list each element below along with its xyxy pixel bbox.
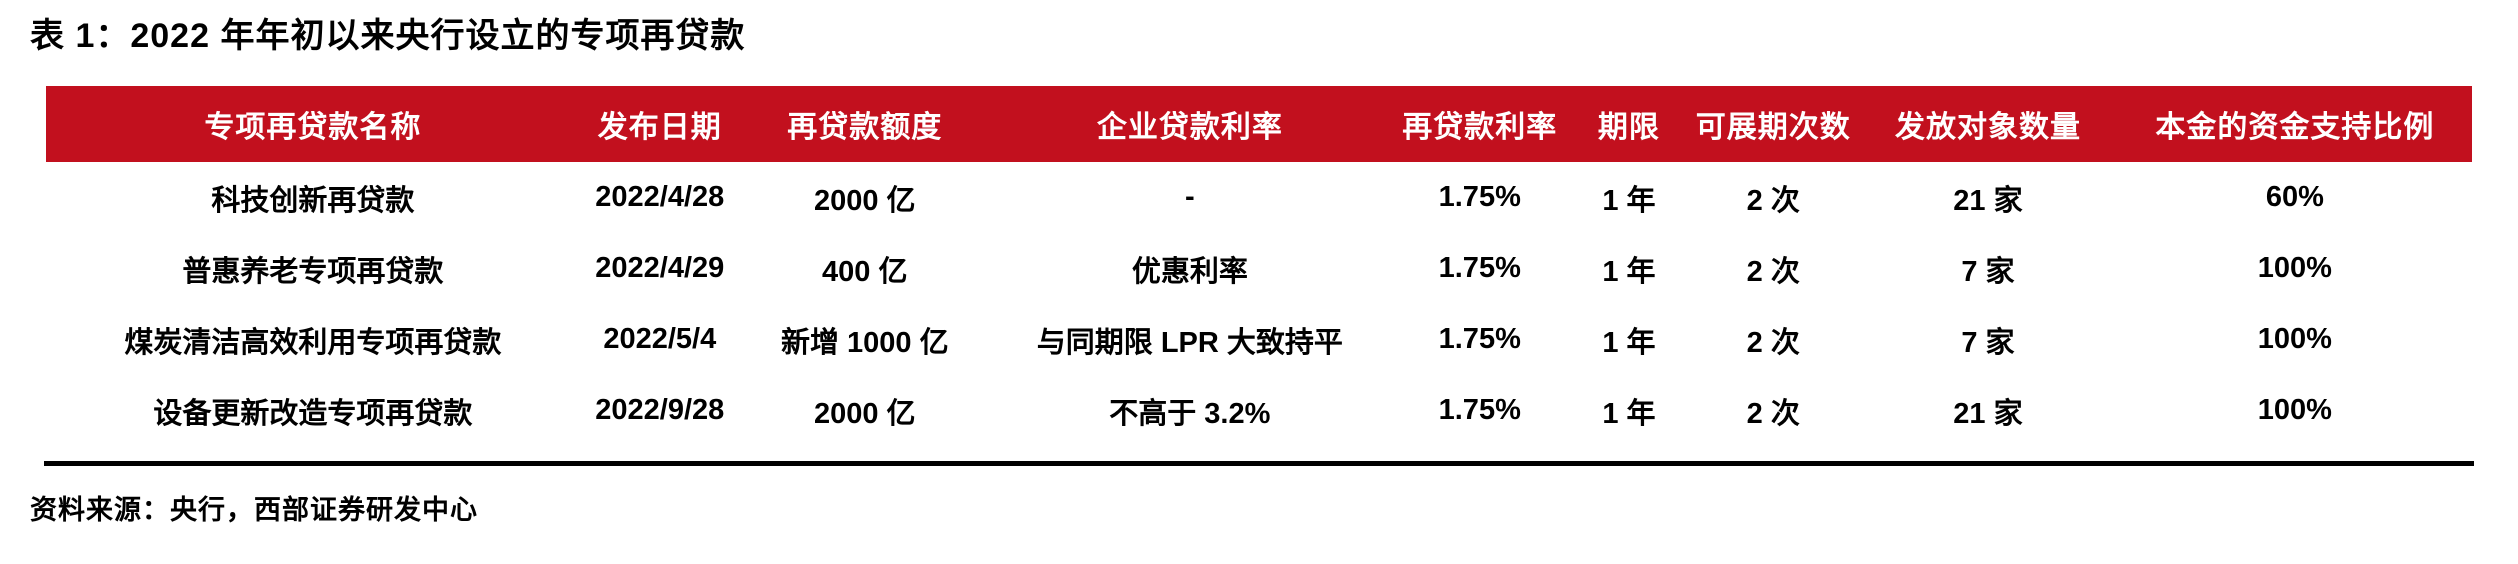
table-cell: 2 次 [1746, 184, 1800, 217]
table-cell: 1.75% [1438, 181, 1521, 213]
table-cell: 7 家 [1961, 255, 2015, 288]
table-cell: - [1185, 181, 1195, 213]
header-cell-name: 专项再贷款名称 [46, 86, 580, 162]
table-cell: 1 年 [1602, 326, 1656, 359]
table-cell: 与同期限 LPR 大致持平 [1036, 326, 1343, 359]
table-cell: 2000 亿 [813, 184, 916, 217]
table-header-row: 专项再贷款名称 发布日期 再贷款额度 企业贷款利率 再贷款利率 期限 可展期次数… [46, 86, 2472, 162]
table-cell: 2 次 [1746, 397, 1800, 430]
table-cell: 21 家 [1953, 397, 2023, 430]
table-cell: 1.75% [1438, 252, 1521, 284]
table-row: 普惠养老专项再贷款 2022/4/29 400 亿 优惠利率 1.75% 1 年… [46, 233, 2472, 304]
table-cell: 1.75% [1438, 323, 1521, 355]
source-note: 资料来源：央行，西部证券研发中心 [30, 495, 478, 525]
page-title: 表 1：2022 年年初以来央行设立的专项再贷款 [30, 17, 746, 55]
table-cell: 设备更新改造专项再贷款 [153, 397, 473, 430]
table-cell: 2022/5/4 [603, 323, 717, 355]
table-cell: 100% [2257, 394, 2332, 426]
special-relending-table: 专项再贷款名称 发布日期 再贷款额度 企业贷款利率 再贷款利率 期限 可展期次数… [46, 86, 2472, 446]
table-cell: 100% [2257, 323, 2332, 355]
header-cell-quota: 再贷款额度 [739, 86, 990, 162]
table-cell: 2022/4/28 [595, 181, 725, 213]
table-cell: 21 家 [1953, 184, 2023, 217]
table-cell: 7 家 [1961, 326, 2015, 359]
header-cell-principal-support-ratio: 本金的资金支持比例 [2117, 86, 2472, 162]
table-cell: 普惠养老专项再贷款 [182, 255, 444, 288]
table-cell: 优惠利率 [1131, 255, 1248, 288]
table-cell: 科技创新再贷款 [211, 184, 415, 217]
header-cell-term: 期限 [1569, 86, 1689, 162]
table-cell: 新增 1000 亿 [780, 326, 949, 359]
table-cell: 1 年 [1602, 255, 1656, 288]
header-cell-release-date: 发布日期 [579, 86, 740, 162]
table-cell: 煤炭清洁高效利用专项再贷款 [124, 326, 502, 359]
table-cell: 2000 亿 [813, 397, 916, 430]
table-cell: 2 次 [1746, 255, 1800, 288]
table-cell: 不高于 3.2% [1109, 397, 1271, 430]
table-cell: 1.75% [1438, 394, 1521, 426]
table-cell: 60% [2265, 181, 2324, 213]
table-row: 煤炭清洁高效利用专项再贷款 2022/5/4 新增 1000 亿 与同期限 LP… [46, 304, 2472, 375]
table-cell: 100% [2257, 252, 2332, 284]
separator-line [44, 461, 2474, 466]
table-cell: 1 年 [1602, 397, 1656, 430]
table-cell: 2022/4/29 [595, 252, 725, 284]
table-cell: 1 年 [1602, 184, 1656, 217]
header-cell-relending-rate: 再贷款利率 [1389, 86, 1570, 162]
table-cell: 2022/9/28 [595, 394, 725, 426]
table-cell: 2 次 [1746, 326, 1800, 359]
table-row: 设备更新改造专项再贷款 2022/9/28 2000 亿 不高于 3.2% 1.… [46, 375, 2472, 446]
header-cell-target-count: 发放对象数量 [1858, 86, 2118, 162]
table-cell: 400 亿 [822, 255, 908, 288]
header-cell-rollover-times: 可展期次数 [1688, 86, 1859, 162]
table-row: 科技创新再贷款 2022/4/28 2000 亿 - 1.75% 1 年 2 次… [46, 162, 2472, 233]
header-cell-corporate-loan-rate: 企业贷款利率 [989, 86, 1390, 162]
